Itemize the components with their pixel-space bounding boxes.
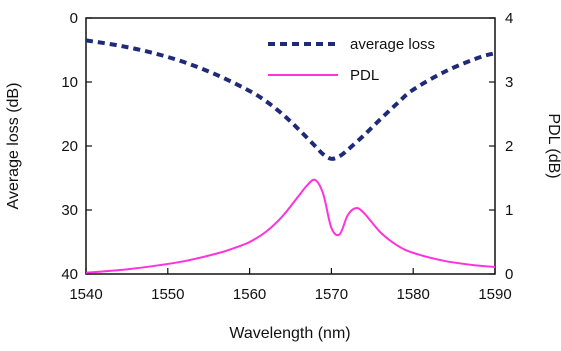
series-line-pdl xyxy=(85,178,496,274)
plot-area-frame xyxy=(85,17,496,275)
x-axis-label: Wavelength (nm) xyxy=(229,325,350,342)
y-left-tick-label: 10 xyxy=(61,74,78,91)
y-right-tick-label: 0 xyxy=(505,266,513,283)
y-right-tick-label: 3 xyxy=(505,74,513,91)
legend-label-average-loss: average loss xyxy=(350,36,435,53)
y-right-tick-label: 2 xyxy=(505,138,513,155)
y-right-tick-label: 4 xyxy=(505,10,513,27)
x-tick-label: 1570 xyxy=(315,286,348,303)
y-left-tick-label: 0 xyxy=(70,10,78,27)
y-right-tick-label: 1 xyxy=(505,202,513,219)
x-tick-label: 1590 xyxy=(478,286,511,303)
y-axis-left-label: Average loss (dB) xyxy=(5,83,22,210)
series-line-average-loss xyxy=(85,38,496,161)
x-tick-label: 1560 xyxy=(233,286,266,303)
y-axis-right-label: PDL (dB) xyxy=(545,113,561,178)
x-tick-label: 1580 xyxy=(397,286,430,303)
x-tick-label: 1540 xyxy=(69,286,102,303)
x-tick-label: 1550 xyxy=(151,286,184,303)
y-left-tick-label: 20 xyxy=(61,138,78,155)
axis-ticks: 1540 1550 1560 1570 1580 1590 0 10 20 30 40 0 1 2 3 4 xyxy=(61,10,513,303)
legend-label-pdl: PDL xyxy=(350,67,379,84)
y-left-tick-label: 40 xyxy=(61,266,78,283)
y-left-tick-label: 30 xyxy=(61,202,78,219)
legend: average loss PDL xyxy=(268,36,435,84)
series-layer xyxy=(85,38,496,274)
